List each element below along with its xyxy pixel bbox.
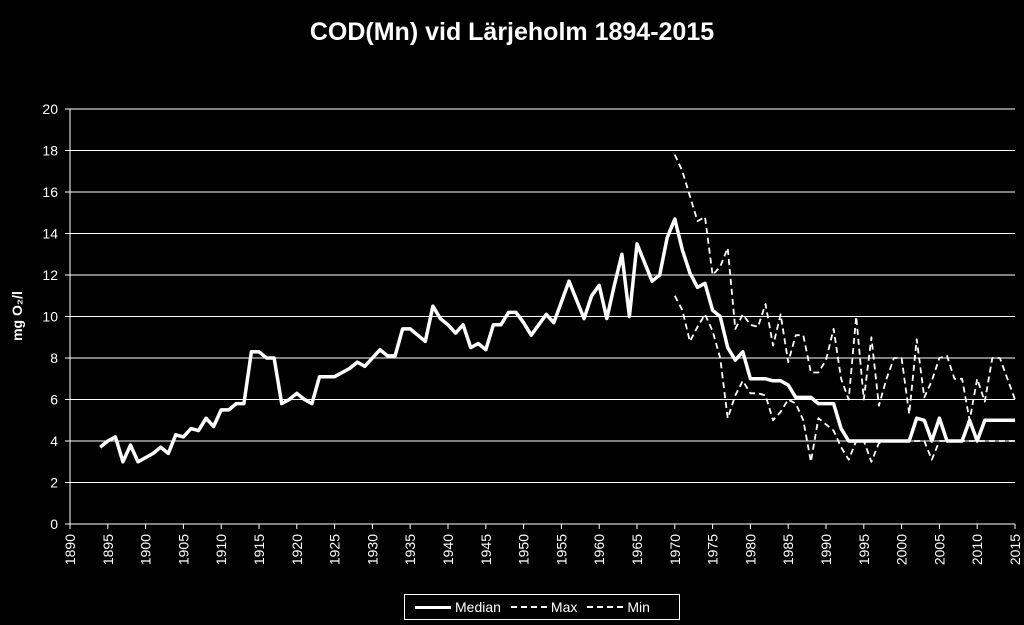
series-line-median	[99, 217, 1015, 464]
chart-title: COD(Mn) vid Lärjeholm 1894-2015	[309, 18, 715, 46]
x-tick-label-1915: 1915	[251, 534, 267, 565]
x-tick-label-1890: 1890	[62, 534, 78, 565]
legend-swatch-median	[415, 605, 451, 609]
x-tick-label-1900: 1900	[138, 534, 154, 565]
y-tick-labels: 0 2 4 6 8 10 12 14 16 18 20	[42, 101, 58, 532]
x-tick-label-1930: 1930	[364, 534, 380, 565]
x-tick-label-2015: 2015	[1007, 534, 1023, 565]
x-tick-label-1955: 1955	[553, 534, 569, 565]
legend-swatch-min	[587, 606, 624, 608]
x-tick-label-1940: 1940	[440, 534, 456, 565]
x-tick-label-1935: 1935	[402, 534, 418, 565]
y-tick-label-6: 6	[50, 392, 58, 408]
y-tick-label-4: 4	[50, 433, 58, 449]
y-tick-label-18: 18	[42, 143, 58, 159]
series-line-max	[673, 154, 1016, 422]
x-tick-label-1950: 1950	[516, 534, 532, 565]
x-tick-label-1995: 1995	[856, 534, 872, 565]
x-tick-label-2005: 2005	[931, 534, 947, 565]
x-tick-label-1985: 1985	[780, 534, 796, 565]
y-tick-label-0: 0	[50, 516, 58, 532]
x-tick-label-1910: 1910	[213, 534, 229, 565]
x-tick-label-1925: 1925	[327, 534, 343, 565]
legend-item-median: Median	[415, 599, 501, 615]
x-tick-label-1945: 1945	[478, 534, 494, 565]
x-tick-label-2000: 2000	[894, 534, 910, 565]
x-tick-label-2010: 2010	[969, 534, 985, 565]
legend-label-median: Median	[455, 599, 501, 615]
axes	[65, 108, 1016, 529]
y-axis-label: mg O₂/l	[9, 291, 25, 341]
x-tick-labels: 1890 1895 1900 1905 1910 1915 1920 1925 1930 1935…	[62, 534, 1023, 565]
y-tick-label-8: 8	[50, 350, 58, 366]
legend-item-min: Min	[587, 599, 650, 615]
legend-label-max: Max	[550, 599, 578, 615]
x-tick-label-1975: 1975	[705, 534, 721, 565]
y-tick-label-14: 14	[42, 226, 58, 242]
x-tick-label-1970: 1970	[667, 534, 683, 565]
y-tick-label-20: 20	[42, 101, 58, 117]
gridlines	[70, 108, 1015, 483]
legend-swatch-max	[510, 606, 547, 608]
y-tick-label-16: 16	[42, 184, 58, 200]
x-tick-label-1895: 1895	[100, 534, 116, 565]
x-tick-label-1905: 1905	[175, 534, 191, 565]
legend-item-max: Max	[510, 599, 578, 615]
x-tick-label-1960: 1960	[591, 534, 607, 565]
x-tick-label-1980: 1980	[742, 534, 758, 565]
y-tick-label-2: 2	[50, 475, 58, 491]
y-tick-label-12: 12	[42, 267, 58, 283]
series-lines	[99, 154, 1016, 464]
x-tick-label-1965: 1965	[629, 534, 645, 565]
x-tick-label-1990: 1990	[818, 534, 834, 565]
legend-label-min: Min	[627, 599, 650, 615]
y-tick-label-10: 10	[42, 309, 58, 325]
x-tick-label-1920: 1920	[289, 534, 305, 565]
legend: Median Max Min	[404, 594, 680, 620]
